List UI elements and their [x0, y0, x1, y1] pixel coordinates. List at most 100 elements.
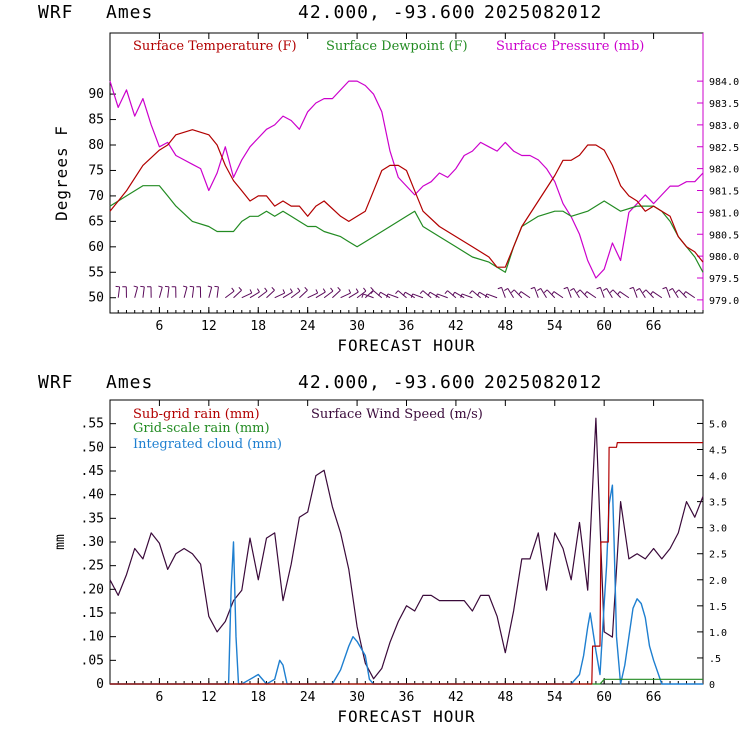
- y2-tick-label: 979.0: [709, 296, 739, 307]
- wind-barb-flag: [370, 286, 374, 291]
- y-tick-label: 0: [96, 677, 104, 692]
- y2-tick-label: 2.5: [709, 550, 727, 561]
- legend-item: Sub-grid rain (mm): [133, 407, 260, 422]
- wind-barb: [282, 291, 293, 299]
- wind-barb: [412, 293, 424, 299]
- wind-barb-flag: [675, 289, 680, 293]
- legend-item: Surface Pressure (mb): [496, 39, 644, 54]
- wind-barb: [461, 293, 473, 299]
- y-tick-label: .05: [81, 653, 104, 668]
- wind-barb-flag: [355, 288, 359, 293]
- wind-barb: [534, 287, 539, 298]
- wind-barb-flag: [484, 293, 488, 298]
- run-label: 2025082012: [484, 2, 603, 23]
- wind-barb-flag: [576, 289, 581, 293]
- wind-barb: [117, 286, 121, 298]
- wind-barb-flag: [584, 291, 588, 296]
- x-tick-label: 12: [201, 690, 217, 705]
- wind-barb: [241, 292, 252, 299]
- x-tick-label: 42: [448, 319, 464, 334]
- y2-tick-label: 982.5: [709, 143, 739, 154]
- model-label: WRF: [38, 372, 74, 393]
- x-tick-label: 60: [596, 690, 612, 705]
- wind-barb-flag: [315, 289, 319, 294]
- wind-barb-flag: [249, 289, 253, 294]
- y-tick-label: .50: [81, 440, 104, 455]
- y2-tick-label: 980.5: [709, 230, 739, 241]
- wind-barb-flag: [271, 286, 275, 291]
- wind-barb-flag: [504, 287, 509, 291]
- y-tick-label: 85: [88, 113, 104, 128]
- y-axis-label: Degrees F: [52, 125, 71, 221]
- x-tick-label: 48: [498, 690, 514, 705]
- wind-barb-flag: [682, 291, 687, 296]
- surface-conditions-chart: 6 12 18 24 30 36 42 48 54 60 66 FORECAST HOUR 50 55 60…: [52, 32, 739, 355]
- y-axis-label: mm: [53, 534, 68, 550]
- wind-barb-flag: [435, 293, 438, 298]
- y-tick-label: 70: [88, 189, 104, 204]
- wind-barb-flag: [650, 291, 654, 296]
- x-tick-label: 12: [201, 319, 217, 334]
- wind-barb: [323, 290, 334, 299]
- wind-barb: [454, 291, 465, 299]
- x-tick-label: 36: [399, 690, 415, 705]
- wind-barb: [290, 290, 301, 299]
- y2-tick-label: 3.0: [709, 524, 727, 535]
- wind-barb: [486, 293, 498, 299]
- wind-barb-flag: [668, 287, 673, 291]
- wind-barb: [257, 290, 268, 299]
- wind-barb: [363, 293, 374, 299]
- x-tick-label: 18: [250, 690, 266, 705]
- wind-barb-flag: [337, 286, 341, 291]
- wind-barb: [208, 286, 213, 298]
- wind-barb-flag: [476, 291, 480, 296]
- wind-barb: [586, 291, 597, 299]
- temperature-line: [109, 129, 704, 268]
- wind-barb-flag: [304, 286, 308, 291]
- wind-barb-flag: [182, 285, 188, 288]
- wind-barb-flag: [596, 286, 601, 290]
- x-tick-label: 6: [156, 319, 164, 334]
- wind-barb-flag: [133, 285, 138, 288]
- x-tick-label: 18: [250, 319, 266, 334]
- y2-tick-label: 1.5: [709, 602, 727, 613]
- wind-barb: [612, 289, 621, 299]
- wind-barb: [380, 291, 391, 299]
- y2-tick-label: 4.5: [709, 446, 727, 457]
- x-tick-label: 36: [399, 319, 415, 334]
- y-tick-label: 50: [88, 291, 104, 306]
- pressure-line: [109, 80, 704, 279]
- wind-barb: [249, 291, 260, 299]
- y2-tick-label: 4.0: [709, 472, 727, 483]
- wind-barb: [225, 290, 235, 299]
- chart-header-bottom: WRF Ames 42.000, -93.600 2025082012: [0, 370, 740, 400]
- wind-barb: [429, 291, 440, 299]
- wind-barb-flag: [386, 293, 389, 298]
- wind-barb: [672, 288, 679, 298]
- wind-barb-flag: [361, 293, 364, 298]
- wind-barb-flag: [402, 291, 406, 296]
- wind-barb: [566, 287, 572, 298]
- wind-barb: [274, 292, 285, 299]
- y-tick-label: .55: [81, 417, 104, 432]
- y2-tick-label: 0: [709, 680, 715, 691]
- wind-barb: [356, 290, 367, 299]
- chart-header-top: WRF Ames 42.000, -93.600 2025082012: [0, 0, 740, 30]
- x-tick-label: 30: [349, 690, 365, 705]
- y2-tick-label: 981.0: [709, 208, 739, 219]
- wind-barb: [266, 289, 275, 299]
- plot-frame: [109, 32, 704, 314]
- wind-barb: [652, 291, 663, 299]
- y2-tick-label: 983.0: [709, 121, 739, 132]
- legend-item: Integrated cloud (mm): [133, 437, 282, 452]
- wind-barb: [167, 286, 170, 298]
- wind-barb-flag: [609, 289, 614, 293]
- y2-tick-label: 2.0: [709, 576, 727, 587]
- y2-tick-label: .5: [709, 654, 721, 665]
- x-tick-label: 24: [300, 319, 316, 334]
- x-tick-label: 24: [300, 690, 316, 705]
- wind-barb-flag: [348, 289, 352, 294]
- wind-barb-flag: [569, 287, 574, 291]
- wind-barb: [520, 291, 531, 299]
- wind-barb-flag: [363, 287, 367, 292]
